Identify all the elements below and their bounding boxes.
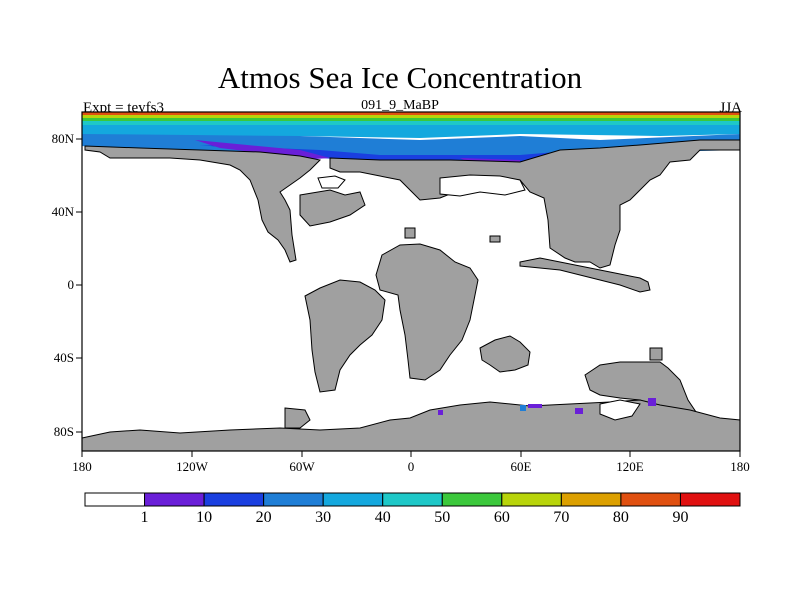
colorbar-label: 70 — [541, 509, 581, 527]
colorbar-label: 20 — [244, 509, 284, 527]
x-tick-120e: 120E — [600, 459, 660, 475]
land-small-island-2 — [490, 236, 500, 242]
ice-patch-south-5 — [438, 410, 443, 415]
ice-patch-south-1 — [520, 405, 526, 411]
colorbar-swatch — [561, 493, 621, 506]
x-tick-120w: 120W — [162, 459, 222, 475]
colorbar-label: 40 — [363, 509, 403, 527]
land-small-island-3 — [650, 348, 662, 360]
ice-band-green — [82, 118, 740, 121]
y-tick-80n: 80N — [30, 131, 74, 147]
x-tick-180w: 180 — [52, 459, 112, 475]
y-tick-40s: 40S — [30, 350, 74, 366]
colorbar-swatch — [264, 493, 324, 506]
ice-band-yellow — [82, 115, 740, 118]
y-tick-0: 0 — [30, 277, 74, 293]
x-tick-60w: 60W — [272, 459, 332, 475]
ice-band-cyan — [82, 121, 740, 125]
colorbar-swatch — [85, 493, 145, 506]
colorbar-swatch — [323, 493, 383, 506]
y-tick-40n: 40N — [30, 204, 74, 220]
colorbar-label: 80 — [601, 509, 641, 527]
colorbar-label: 1 — [125, 509, 165, 527]
land-small-island-1 — [405, 228, 415, 238]
colorbar — [85, 493, 740, 506]
ice-patch-south-3 — [575, 408, 583, 414]
colorbar-swatch — [145, 493, 205, 506]
colorbar-label: 60 — [482, 509, 522, 527]
ice-patch-south-2 — [528, 404, 542, 408]
colorbar-swatch — [621, 493, 681, 506]
colorbar-swatch — [204, 493, 264, 506]
colorbar-label: 90 — [660, 509, 700, 527]
colorbar-swatch — [383, 493, 443, 506]
colorbar-label: 50 — [422, 509, 462, 527]
colorbar-swatch — [502, 493, 562, 506]
x-tick-180e: 180 — [710, 459, 770, 475]
colorbar-label: 10 — [184, 509, 224, 527]
colorbar-label: 30 — [303, 509, 343, 527]
x-tick-60e: 60E — [491, 459, 551, 475]
x-tick-0: 0 — [381, 459, 441, 475]
colorbar-swatch — [680, 493, 740, 506]
colorbar-swatch — [442, 493, 502, 506]
y-tick-80s: 80S — [30, 424, 74, 440]
ice-patch-south-4 — [648, 398, 656, 406]
